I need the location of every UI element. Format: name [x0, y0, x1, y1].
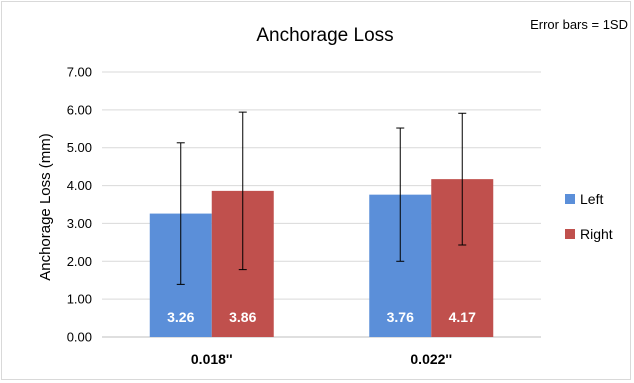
y-tick-label: 0.00 — [67, 330, 92, 345]
y-tick-label: 1.00 — [67, 292, 92, 307]
y-tick-label: 3.00 — [67, 216, 92, 231]
legend-label-right: Right — [580, 226, 613, 242]
y-tick-label: 6.00 — [67, 102, 92, 117]
y-tick-label: 5.00 — [67, 140, 92, 155]
y-tick-label: 2.00 — [67, 254, 92, 269]
error-bars — [176, 111, 467, 285]
x-category-label: 0.022'' — [410, 351, 452, 367]
legend-label-left: Left — [580, 191, 603, 207]
data-labels: 3.26 3.86 3.76 4.17 — [167, 309, 476, 325]
y-tick-label: 4.00 — [67, 178, 92, 193]
legend: Left Right — [565, 191, 613, 242]
data-label: 4.17 — [449, 309, 476, 325]
x-axis-categories: 0.018'' 0.022'' — [191, 351, 452, 367]
data-label: 3.86 — [229, 309, 256, 325]
chart-title: Anchorage Loss — [256, 25, 393, 46]
legend-swatch-right — [565, 229, 575, 239]
error-bars-note: Error bars = 1SD — [530, 17, 628, 32]
data-label: 3.26 — [167, 309, 194, 325]
x-category-label: 0.018'' — [191, 351, 233, 367]
y-axis-label: Anchorage Loss (mm) — [37, 133, 54, 281]
bars — [149, 179, 494, 337]
legend-swatch-left — [565, 194, 575, 204]
y-tick-label: 7.00 — [67, 65, 92, 80]
data-label: 3.76 — [387, 309, 414, 325]
y-axis-ticks: 0.00 1.00 2.00 3.00 4.00 5.00 6.00 7.00 — [67, 65, 92, 345]
